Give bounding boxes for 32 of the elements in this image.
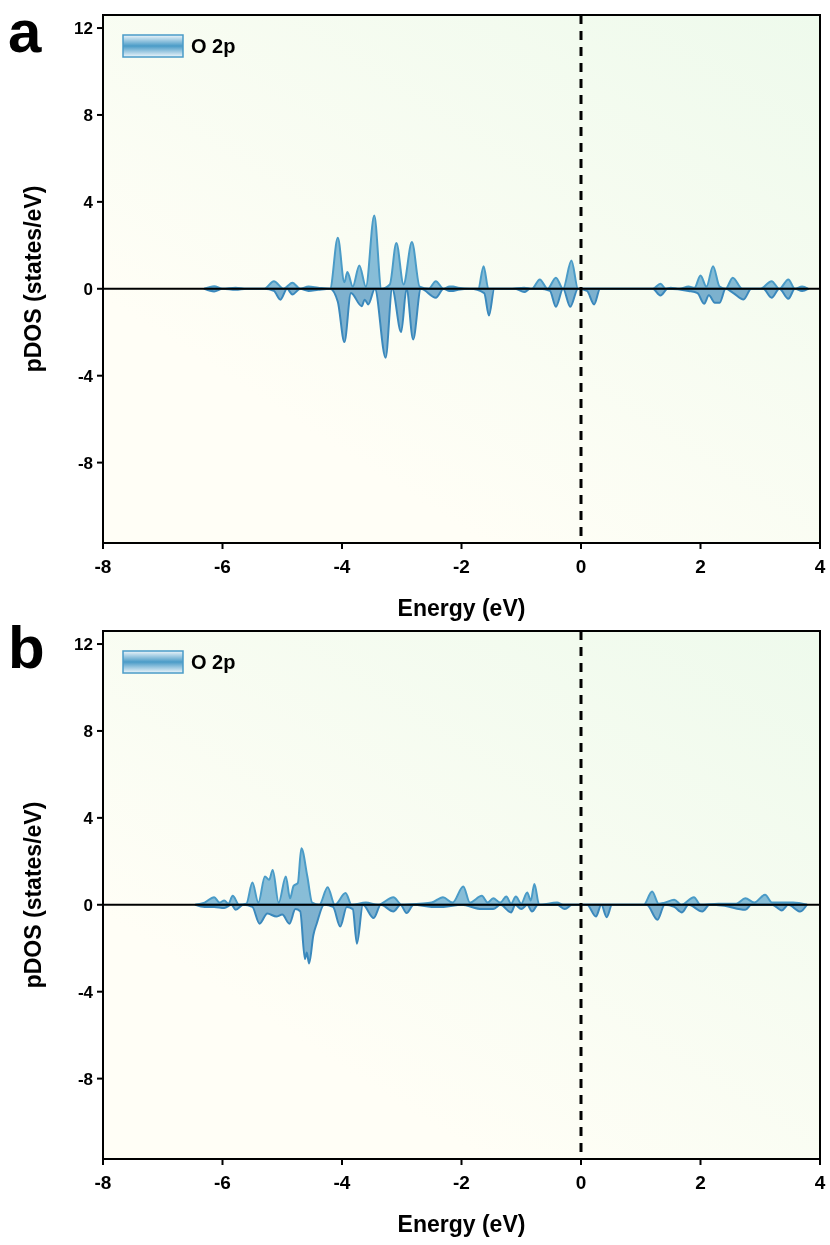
x-tick-label: -2 [453,1172,470,1193]
y-tick-label: 12 [74,634,93,654]
x-tick-label: 4 [814,556,826,577]
y-tick-label: 0 [83,895,93,915]
y-axis-title: pDOS (states/eV) [20,801,46,989]
x-tick-label: 2 [695,1172,706,1193]
y-tick-label: -8 [77,453,93,473]
x-tick-label: -4 [333,1172,351,1193]
y-tick-label: 12 [74,18,93,38]
y-tick-label: -8 [77,1069,93,1089]
x-tick-label: 0 [575,556,587,577]
x-tick-label: 2 [695,556,706,577]
y-tick-label: 8 [83,721,93,741]
y-tick-label: 4 [83,192,94,212]
chart-title: b [8,614,45,681]
x-tick-label: -2 [453,556,470,577]
y-tick-label: 4 [83,808,94,828]
x-axis-title: Energy (eV) [397,595,526,621]
y-tick-label: 0 [83,279,93,299]
x-tick-label: 0 [575,1172,587,1193]
y-tick-label: 8 [83,105,93,125]
y-tick-label: -4 [77,366,94,386]
x-tick-label: -4 [333,556,351,577]
x-axis-title: Energy (eV) [397,1211,526,1237]
legend-label: O 2p [191,35,236,57]
y-axis-title: pDOS (states/eV) [20,185,46,373]
x-tick-label: -6 [214,556,231,577]
y-tick-label: -4 [77,982,94,1002]
x-tick-label: -6 [214,1172,231,1193]
chart-title: a [8,0,42,65]
x-tick-label: 4 [814,1172,826,1193]
legend-label: O 2p [191,651,236,673]
